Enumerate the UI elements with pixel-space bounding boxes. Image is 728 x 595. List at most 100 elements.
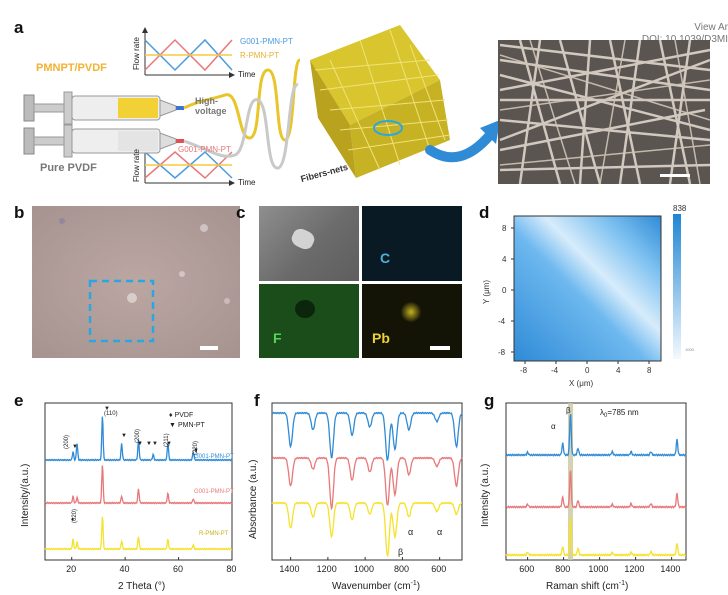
zoom-box bbox=[88, 279, 155, 343]
xrd-peak-label-211: (211) bbox=[164, 433, 170, 447]
e-xtick-label-0: 20 bbox=[66, 564, 76, 574]
g-series-2 bbox=[505, 517, 687, 557]
xrd-peak-marker-1: ▼ bbox=[104, 406, 110, 412]
panel-label-b: b bbox=[14, 203, 25, 222]
fluorine-label: F bbox=[273, 330, 282, 346]
xrd-legend-pvdf: ♦ PVDF bbox=[169, 412, 193, 419]
legend-g001-top: G001-PMN-PT bbox=[240, 37, 293, 46]
xrd-ylabel: Intensity/(a.u.) bbox=[20, 464, 31, 527]
xrd-peak-marker-6: ▼ bbox=[166, 441, 172, 447]
xrd-peak-marker-4: ▼ bbox=[146, 441, 152, 447]
e-series-0 bbox=[44, 416, 233, 462]
map-ytick-0: 8 bbox=[502, 224, 507, 233]
panel-label-d: d bbox=[479, 203, 490, 222]
syringe-bottom bbox=[23, 124, 184, 158]
panel-label-c: c bbox=[236, 203, 246, 222]
map-xtick-1: -4 bbox=[551, 366, 559, 375]
view-article-link[interactable]: View Ar bbox=[694, 22, 728, 33]
zoom-arrow bbox=[425, 130, 495, 163]
f-series-1 bbox=[271, 456, 463, 511]
raman-alpha: α bbox=[551, 422, 556, 431]
xrd-series-label-2: R-PMN-PT bbox=[199, 531, 229, 537]
eds-fluorine-tile: F bbox=[259, 284, 359, 358]
flow-diagram-top bbox=[142, 27, 235, 78]
xrd-plot-frame bbox=[44, 402, 233, 561]
time-label-top: Time bbox=[238, 70, 256, 79]
raman-map-d: 838 1000 -8 -4 0 4 8 8 4 0 -4 -8 X (μm) … bbox=[482, 204, 695, 388]
map-ytick-1: 4 bbox=[502, 255, 507, 264]
eds-lead-tile: Pb bbox=[362, 284, 462, 358]
ftir-plot-frame bbox=[271, 402, 463, 561]
raman-beta: β bbox=[566, 406, 571, 415]
legend-r-pmn-pt: R-PMN-PT bbox=[240, 51, 280, 60]
panel-a-schematic bbox=[23, 25, 711, 186]
ftir-alpha-1: α bbox=[408, 527, 413, 537]
e-xtick-label-3: 80 bbox=[226, 564, 236, 574]
xrd-peak-marker-8: ♦ bbox=[71, 517, 74, 523]
high-voltage-label: High-voltage bbox=[195, 96, 227, 116]
map-y-ticks bbox=[511, 227, 514, 353]
f-xtick-label-2: 1000 bbox=[354, 564, 374, 574]
xrd-series-label-0: G001-PMN-PT bbox=[194, 454, 234, 460]
f-xtick-label-3: 800 bbox=[394, 564, 409, 574]
panel-label-e: e bbox=[14, 391, 24, 410]
xrd-xlabel: 2 Theta (°) bbox=[118, 581, 165, 592]
g-xtick-label-4: 1400 bbox=[660, 564, 680, 574]
map-xtick-0: -8 bbox=[520, 366, 528, 375]
map-xtick-2: 0 bbox=[585, 366, 590, 375]
fiber-jet-bottom bbox=[183, 83, 300, 170]
time-label-bottom: Time bbox=[238, 178, 256, 187]
f-series-2 bbox=[271, 501, 463, 558]
colorbar-min: 1000 bbox=[685, 347, 695, 352]
panel-label-f: f bbox=[254, 391, 260, 410]
f-xtick-label-4: 600 bbox=[431, 564, 446, 574]
sem-tile bbox=[259, 206, 359, 281]
optical-image-b bbox=[32, 206, 240, 358]
colorbar bbox=[673, 214, 681, 359]
legend-g001-bottom: G001-PMN-PT bbox=[178, 145, 231, 154]
g-series-0 bbox=[505, 414, 687, 457]
map-xtick-4: 8 bbox=[647, 366, 652, 375]
xrd-peak-marker-2: ▼ bbox=[121, 433, 127, 439]
raman-xlabel: Raman shift (cm-1) bbox=[546, 580, 628, 592]
raman-ylabel: Intensity (a.u.) bbox=[480, 464, 491, 527]
doi-text[interactable]: DOI: 10.1039/D3MI bbox=[641, 34, 728, 45]
e-series-1 bbox=[44, 465, 233, 505]
f-xtick-label-0: 1400 bbox=[279, 564, 299, 574]
raman-legend: λ0=785 nm bbox=[600, 408, 639, 419]
e-xtick-label-1: 40 bbox=[120, 564, 130, 574]
flow-rate-label-bottom: Flow rate bbox=[132, 149, 141, 182]
ftir-xlabel: Wavenumber (cm-1) bbox=[332, 580, 420, 592]
xrd-peak-label-200a: (200) bbox=[64, 435, 70, 449]
raman-chart: 600 800 1000 1200 1400 Raman shift (cm-1) In… bbox=[480, 402, 687, 592]
e-series-2 bbox=[44, 516, 233, 551]
map-ylabel: Y (μm) bbox=[482, 280, 491, 304]
g-xtick-label-3: 1200 bbox=[624, 564, 644, 574]
map-ytick-2: 0 bbox=[502, 286, 507, 295]
g-xtick-label-0: 600 bbox=[519, 564, 534, 574]
g-series-1 bbox=[505, 470, 687, 509]
eds-map-grid: C F Pb bbox=[259, 206, 462, 358]
xrd-peak-label-220: (220) bbox=[193, 441, 199, 455]
scale-bar-c bbox=[430, 346, 450, 350]
xrd-peak-marker-5: ▼ bbox=[152, 441, 158, 447]
g-xtick-label-2: 1000 bbox=[588, 564, 608, 574]
xrd-peak-marker-7: ▼ bbox=[193, 448, 199, 454]
article-header: View Ar DOI: 10.1039/D3MI bbox=[642, 22, 728, 46]
g-xtick-label-1: 800 bbox=[555, 564, 570, 574]
map-x-ticks bbox=[524, 361, 650, 364]
pmnpt-pvdf-label: PMNPT/PVDF bbox=[36, 62, 107, 74]
eds-carbon-tile: C bbox=[362, 206, 462, 281]
map-xlabel: X (μm) bbox=[569, 379, 593, 388]
fiber-net-block bbox=[310, 25, 451, 178]
map-xtick-3: 4 bbox=[616, 366, 621, 375]
map-plot-area bbox=[514, 216, 661, 361]
carbon-label: C bbox=[380, 250, 391, 266]
xrd-peak-label-200b: (200) bbox=[135, 429, 141, 443]
xrd-peak-marker-3: ▼ bbox=[137, 441, 143, 447]
xrd-series-label-1: G001-PMN-PT bbox=[194, 489, 234, 495]
panel-label-a: a bbox=[14, 18, 24, 37]
xrd-legend-pmn-pt: ▼ PMN-PT bbox=[169, 422, 205, 429]
flow-rate-label-top: Flow rate bbox=[132, 37, 141, 70]
xrd-chart: ▼▼▼▼ ▼ ▼ ▼▼♦ 20 40 60 80 2 Theta (°) Intensity… bbox=[20, 402, 236, 592]
